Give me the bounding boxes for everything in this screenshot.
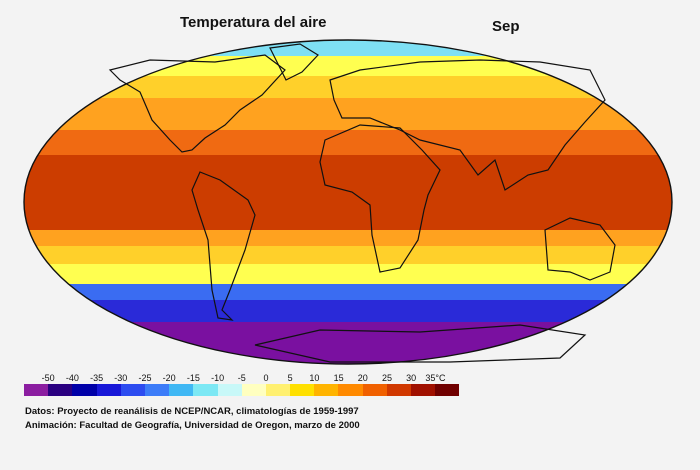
- legend-swatch: [217, 384, 242, 396]
- legend-swatch: [338, 384, 363, 396]
- band-equatorial: [24, 155, 672, 230]
- legend-swatch: [386, 384, 411, 396]
- credit-animation: Animación: Facultad de Geografía, Univer…: [25, 420, 360, 431]
- legend-swatch: [265, 384, 291, 396]
- legend-tick-label: -30: [114, 373, 128, 383]
- legend-swatch: [435, 384, 460, 396]
- legend-tick-label: 20: [357, 373, 368, 383]
- legend-tick-label: -5: [237, 373, 246, 383]
- temperature-legend: [24, 384, 460, 396]
- legend-tick-label: -15: [186, 373, 200, 383]
- legend-swatch: [72, 384, 97, 396]
- south-america-outline: [191, 171, 256, 321]
- band-mild-south: [24, 262, 672, 284]
- continent-outlines: [108, 43, 616, 363]
- eurasia-outline: [329, 59, 606, 191]
- band-warm-north: [24, 76, 672, 98]
- legend-tick-label: 10: [309, 373, 320, 383]
- legend-tick-label: -35: [90, 373, 104, 383]
- legend-swatch: [48, 384, 73, 396]
- legend-swatch: [24, 384, 49, 396]
- antarctica-outline: [254, 324, 587, 363]
- credits: Datos: Proyecto de reanálisis de NCEP/NC…: [25, 405, 360, 433]
- legend-swatch: [290, 384, 315, 396]
- band-hot-north: [24, 98, 672, 130]
- legend-tick-label: -10: [211, 373, 225, 383]
- legend-swatch: [314, 384, 339, 396]
- credit-data-source: Datos: Proyecto de reanálisis de NCEP/NC…: [25, 406, 359, 417]
- temperature-bands: [24, 40, 672, 364]
- legend-tick-label: 5: [287, 373, 293, 383]
- legend-tick-label: 0: [263, 373, 269, 383]
- greenland-outline: [269, 43, 319, 81]
- band-warm-south: [24, 244, 672, 264]
- band-cool-south: [24, 282, 672, 300]
- legend-tick-label: -50: [41, 373, 55, 383]
- legend-tick-label: 35°C: [425, 373, 446, 383]
- legend-swatch: [193, 384, 218, 396]
- globe-outline: [23, 39, 673, 365]
- legend-tick-label: 15: [333, 373, 344, 383]
- legend-swatch: [241, 384, 266, 396]
- legend-tick-label: -20: [162, 373, 176, 383]
- legend-swatch: [96, 384, 121, 396]
- band-hot-south: [24, 228, 672, 246]
- legend-swatch: [120, 384, 145, 396]
- legend-swatch: [362, 384, 387, 396]
- australia-outline: [544, 217, 616, 281]
- legend-swatch: [169, 384, 194, 396]
- africa-outline: [319, 124, 441, 273]
- legend-swatch: [144, 384, 170, 396]
- north-america-outline: [108, 54, 286, 153]
- band-subpolar-south: [24, 298, 672, 322]
- legend-tick-label: -40: [65, 373, 79, 383]
- legend-tick-label: 30: [406, 373, 417, 383]
- legend-swatch: [411, 384, 436, 396]
- legend-tick-labels: -50 -40 -35 -30 -25 -20 -15 -10 -5 0 5 10 15 20 25 30 35…: [24, 373, 460, 385]
- month-label: Sep: [492, 18, 520, 35]
- legend-tick-label: -25: [138, 373, 152, 383]
- legend-tick-label: 25: [381, 373, 393, 383]
- map-title: Temperatura del aire: [180, 14, 327, 31]
